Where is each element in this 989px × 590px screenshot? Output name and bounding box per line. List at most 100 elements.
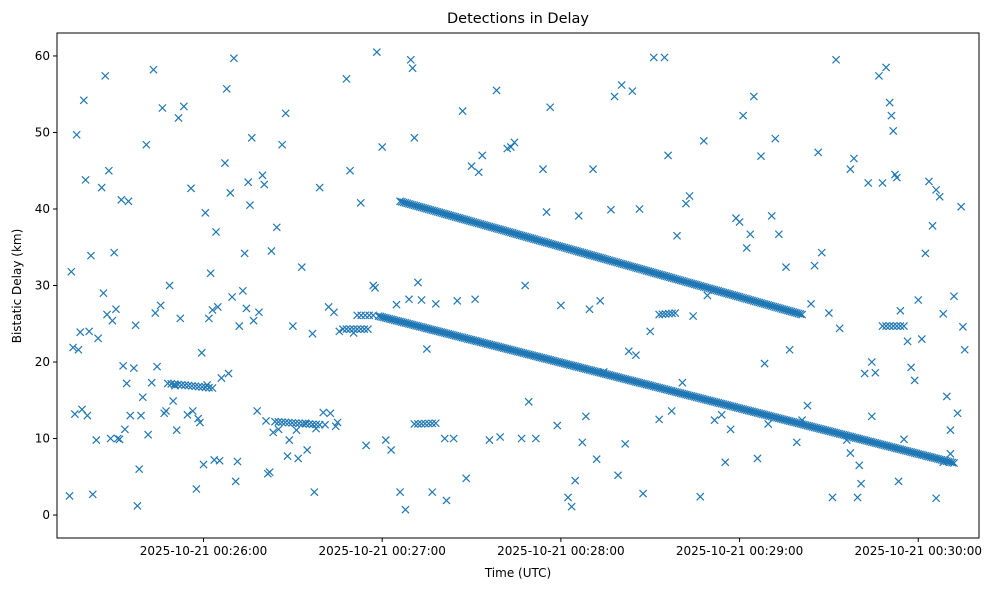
detection-marker — [151, 309, 160, 318]
y-tick-label: 20 — [35, 355, 50, 369]
detection-marker — [410, 419, 419, 429]
detection-marker — [357, 311, 366, 320]
detection-marker — [117, 195, 126, 204]
detection-marker — [122, 379, 131, 388]
detection-marker — [939, 309, 948, 318]
detection-marker — [896, 322, 905, 331]
detection-marker — [245, 201, 255, 210]
detection-marker — [408, 64, 417, 73]
detection-marker — [288, 322, 297, 331]
detection-marker — [184, 381, 193, 390]
detection-marker — [315, 183, 324, 192]
x-axis: 2025-10-21 00:26:00 2025-10-21 00:27:00 20… — [140, 538, 982, 558]
detection-marker — [510, 138, 519, 147]
x-axis-label: Time (UTC) — [484, 566, 551, 580]
detection-marker — [86, 251, 95, 260]
detection-marker — [404, 295, 414, 304]
detection-marker — [413, 278, 422, 287]
detection-marker — [396, 488, 405, 497]
detection-marker — [206, 269, 215, 278]
detection-marker — [689, 312, 698, 321]
detection-marker — [655, 310, 664, 319]
detection-marker — [115, 435, 124, 444]
detection-marker — [83, 411, 92, 420]
detection-marker — [244, 178, 253, 187]
detection-marker — [824, 309, 833, 318]
detection-marker — [742, 243, 751, 253]
detection-marker — [942, 392, 951, 401]
detection-marker — [899, 435, 908, 444]
detection-marker — [208, 305, 217, 315]
detection-marker — [885, 322, 894, 331]
detection-marker — [147, 378, 156, 387]
detection-marker — [907, 363, 916, 372]
detection-marker — [326, 409, 335, 418]
detection-marker — [664, 151, 673, 160]
detection-marker — [217, 374, 226, 383]
detection-marker — [810, 261, 819, 270]
detection-marker — [814, 148, 823, 157]
detection-marker — [319, 408, 328, 417]
detection-marker — [76, 328, 85, 337]
detection-marker — [932, 185, 941, 194]
detection-marker — [69, 343, 78, 352]
detection-marker — [335, 327, 344, 336]
chart-title: Detections in Delay — [447, 11, 589, 27]
detection-marker — [440, 434, 449, 443]
detection-marker — [914, 296, 923, 305]
detection-marker — [231, 477, 240, 486]
detection-marker — [186, 184, 196, 193]
detection-marker — [249, 316, 258, 325]
detection-marker — [111, 305, 120, 314]
detection-marker — [581, 412, 590, 421]
detection-marker — [828, 493, 837, 502]
detection-marker — [726, 425, 735, 434]
detection-marker — [639, 489, 648, 498]
detection-marker — [163, 379, 172, 388]
detection-marker — [253, 406, 262, 416]
x-tick-label: 2025-10-21 00:28:00 — [497, 544, 624, 558]
detection-marker — [910, 376, 919, 385]
detection-marker — [203, 380, 212, 389]
detection-marker — [774, 230, 783, 239]
detection-marker — [506, 142, 515, 152]
detection-marker — [422, 344, 431, 354]
detection-marker — [224, 369, 233, 378]
detection-marker — [948, 458, 957, 467]
detection-marker — [417, 419, 426, 428]
detection-marker — [342, 325, 351, 334]
detection-marker — [180, 381, 189, 390]
detection-marker — [406, 55, 415, 64]
detection-marker — [596, 296, 605, 305]
detection-marker — [928, 221, 937, 230]
detection-marker — [346, 166, 355, 175]
detection-marker — [129, 364, 138, 373]
detection-marker — [229, 54, 238, 63]
detection-marker — [274, 417, 283, 426]
detection-marker — [710, 416, 719, 425]
detection-marker — [272, 223, 281, 232]
detection-marker — [274, 425, 283, 434]
detection-marker — [735, 217, 744, 227]
detection-marker — [542, 208, 551, 217]
detection-marker — [281, 418, 290, 427]
detection-marker — [191, 382, 200, 391]
y-tick-label: 0 — [42, 508, 50, 522]
detection-marker — [265, 468, 274, 477]
detection-marker — [220, 159, 229, 168]
detection-marker — [85, 327, 94, 336]
detection-marker — [70, 410, 79, 419]
detection-marker — [74, 345, 83, 354]
detection-marker — [365, 311, 374, 320]
detection-marker — [204, 314, 213, 323]
detection-marker — [538, 165, 548, 174]
detection-marker — [889, 322, 898, 331]
detection-marker — [378, 142, 387, 152]
detection-marker — [492, 86, 501, 95]
detection-marker — [356, 198, 365, 207]
detection-marker — [97, 183, 106, 192]
y-axis: 0 10 20 30 40 50 60 — [35, 49, 57, 522]
detection-marker — [119, 361, 128, 370]
detection-marker — [349, 325, 358, 334]
